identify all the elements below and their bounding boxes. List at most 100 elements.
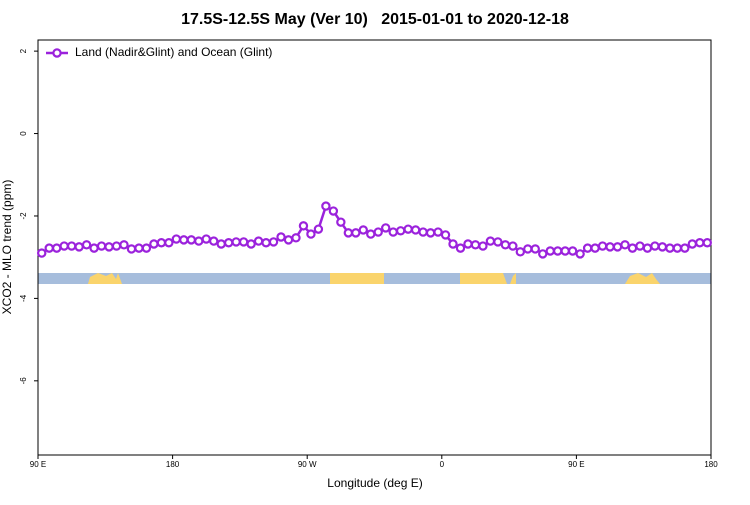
data-point (538, 249, 548, 259)
land-patch (460, 273, 516, 284)
data-point (231, 237, 241, 247)
data-point (366, 229, 376, 239)
data-point (485, 236, 496, 246)
data-point (44, 243, 54, 253)
data-point (171, 234, 182, 244)
data-point (433, 227, 443, 237)
data-point (530, 244, 540, 254)
data-point (680, 243, 690, 253)
data-point (126, 244, 137, 254)
data-point (268, 237, 279, 247)
data-point (216, 239, 226, 249)
y-tick-label: -4 (19, 294, 28, 302)
data-point (657, 242, 668, 252)
data-point (373, 227, 383, 237)
data-point (119, 240, 129, 250)
data-point (51, 243, 62, 253)
data-point (194, 236, 204, 246)
data-point (560, 246, 570, 256)
data-point (410, 225, 421, 235)
y-tick-label: -2 (19, 212, 28, 220)
data-point (37, 248, 47, 258)
land-patch (625, 273, 660, 284)
data-point (425, 228, 436, 238)
data-point (500, 240, 511, 250)
data-point (582, 243, 593, 253)
data-point (358, 225, 368, 235)
data-point (403, 224, 413, 234)
data-point (186, 235, 196, 245)
land-patch (330, 273, 384, 284)
data-point (201, 234, 211, 244)
data-point (246, 239, 256, 249)
data-point (351, 228, 361, 238)
land-patch (88, 273, 122, 284)
data-point (141, 243, 152, 253)
legend: Land (Nadir&Glint) and Ocean (Glint) (46, 45, 272, 59)
data-point (149, 239, 159, 249)
data-point (627, 243, 638, 253)
data-point (179, 235, 189, 245)
data-point (590, 243, 600, 253)
data-point (523, 244, 533, 254)
data-point (567, 246, 578, 256)
data-point (283, 235, 294, 245)
data-point (672, 243, 683, 253)
data-point (238, 237, 249, 247)
data-point (298, 221, 309, 231)
data-point (455, 243, 466, 253)
data-point (209, 236, 219, 246)
data-point (702, 238, 712, 248)
data-point (642, 243, 653, 253)
data-point (321, 201, 331, 211)
data-point (388, 227, 398, 237)
data-point (620, 240, 630, 250)
x-tick-label: 0 (440, 460, 445, 469)
data-point (440, 230, 451, 240)
data-point (687, 239, 698, 249)
data-point (508, 241, 518, 251)
x-tick-label: 90 W (298, 460, 317, 469)
x-tick-label: 180 (166, 460, 180, 469)
data-point (597, 241, 608, 251)
data-point (104, 242, 114, 252)
data-point (313, 224, 324, 234)
data-point (493, 237, 503, 247)
data-point (650, 241, 660, 251)
data-point (478, 241, 488, 251)
data-point (328, 206, 339, 216)
data-point (89, 243, 99, 253)
data-point (515, 247, 526, 257)
x-tick-label: 90 E (568, 460, 584, 469)
data-point (381, 223, 391, 233)
data-point (156, 238, 167, 248)
data-point (96, 241, 107, 251)
data-point (470, 240, 481, 250)
data-point (164, 238, 174, 248)
legend-label: Land (Nadir&Glint) and Ocean (Glint) (75, 45, 272, 59)
plot-frame (37, 39, 712, 456)
data-point (343, 228, 354, 238)
x-tick-label: 90 E (30, 460, 46, 469)
data-point (635, 241, 645, 251)
data-point (553, 246, 563, 256)
x-tick-label: 180 (704, 460, 718, 469)
data-point (575, 249, 585, 259)
data-point (612, 242, 623, 252)
data-point (223, 238, 234, 248)
data-point (695, 238, 705, 248)
data-point (463, 239, 473, 249)
data-point (261, 238, 271, 248)
data-point (545, 246, 555, 256)
x-axis-label: Longitude (deg E) (327, 476, 422, 490)
y-tick-label: -6 (19, 377, 28, 385)
data-point (81, 240, 92, 250)
land-mask (38, 273, 711, 284)
legend-marker (52, 48, 62, 58)
data-point (276, 232, 286, 242)
data-point (448, 239, 458, 249)
data-point (418, 227, 428, 237)
data-point (59, 241, 69, 251)
